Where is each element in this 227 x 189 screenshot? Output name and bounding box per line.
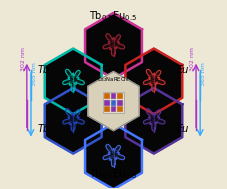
Text: 302 nm: 302 nm (21, 47, 26, 71)
Bar (111, 100, 116, 106)
Text: 365 nm: 365 nm (201, 62, 206, 86)
Text: Tb$_{0.5}$Eu$_{0.5}$: Tb$_{0.5}$Eu$_{0.5}$ (89, 9, 138, 23)
Bar (117, 93, 123, 99)
Polygon shape (103, 144, 125, 167)
Text: Cs$_{2}$NaRECl$_{6}$: Cs$_{2}$NaRECl$_{6}$ (97, 75, 130, 84)
Bar (104, 93, 110, 99)
Bar (117, 106, 123, 112)
Bar (111, 93, 116, 99)
Polygon shape (125, 49, 182, 114)
Polygon shape (143, 109, 165, 131)
Polygon shape (45, 88, 102, 154)
Text: 302 nm: 302 nm (190, 47, 195, 71)
Text: Eu: Eu (177, 65, 189, 75)
Polygon shape (88, 71, 139, 131)
Text: Tb: Tb (38, 124, 50, 134)
Polygon shape (85, 124, 142, 189)
Bar (103, 92, 124, 113)
Polygon shape (63, 109, 84, 131)
Text: Tb$_{0.5}$Eu$_{0.5}$: Tb$_{0.5}$Eu$_{0.5}$ (89, 167, 138, 181)
Bar (104, 100, 110, 106)
Polygon shape (103, 34, 125, 56)
Bar (117, 100, 123, 106)
Bar (104, 106, 110, 112)
Polygon shape (143, 69, 165, 91)
Polygon shape (63, 69, 84, 91)
Text: Tb: Tb (38, 65, 50, 75)
Text: 365 nm: 365 nm (32, 62, 37, 86)
Polygon shape (85, 13, 142, 79)
Text: Eu: Eu (177, 124, 189, 134)
Bar (111, 106, 116, 112)
Polygon shape (45, 49, 102, 114)
Polygon shape (125, 88, 182, 154)
